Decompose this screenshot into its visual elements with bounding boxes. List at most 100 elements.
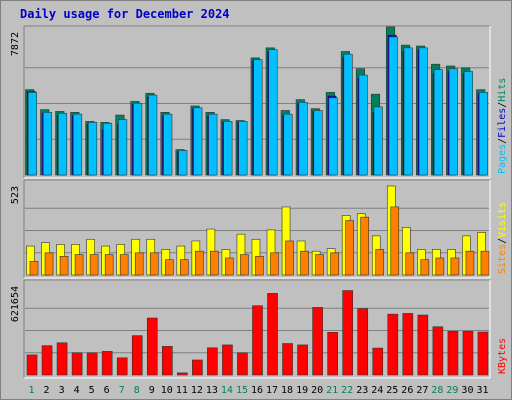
day-label: 18 bbox=[281, 385, 293, 396]
panel-max-label: 523 bbox=[10, 186, 21, 204]
bar-pages bbox=[298, 102, 308, 176]
bars-kbytes bbox=[26, 290, 489, 376]
bar-sites bbox=[285, 240, 294, 276]
day-label: 27 bbox=[416, 385, 428, 396]
bars-sites-visits bbox=[26, 185, 490, 276]
bar-kbytes bbox=[372, 347, 384, 376]
panel-legend: Sites/Visits bbox=[497, 202, 508, 274]
bar-kbytes bbox=[432, 326, 444, 376]
bar-pages bbox=[148, 94, 158, 176]
bar-pages bbox=[433, 69, 443, 176]
day-label: 8 bbox=[134, 385, 140, 396]
bar-pages bbox=[57, 112, 68, 176]
bar-kbytes bbox=[387, 313, 399, 376]
bar-kbytes bbox=[357, 308, 369, 376]
panel-sites-visits: 523 Sites/Visits bbox=[10, 179, 508, 279]
bar-kbytes bbox=[222, 344, 233, 376]
bar-pages bbox=[208, 113, 218, 176]
legend-entry: / bbox=[497, 102, 508, 108]
bar-kbytes bbox=[86, 352, 98, 376]
day-label: 2 bbox=[44, 385, 50, 396]
bar-sites bbox=[29, 261, 39, 276]
bar-kbytes bbox=[116, 357, 128, 376]
bar-kbytes bbox=[71, 352, 83, 376]
bars-pages-files-hits bbox=[25, 26, 488, 176]
day-label: 9 bbox=[149, 385, 155, 396]
bar-pages bbox=[88, 122, 98, 176]
day-label: 13 bbox=[206, 385, 218, 396]
bar-kbytes bbox=[297, 344, 308, 376]
bar-kbytes bbox=[282, 343, 293, 376]
bar-sites bbox=[59, 255, 69, 276]
bar-kbytes bbox=[41, 345, 53, 376]
day-label: 17 bbox=[266, 385, 278, 396]
day-label: 19 bbox=[296, 385, 308, 396]
day-label: 12 bbox=[191, 385, 203, 396]
bar-pages bbox=[283, 113, 293, 176]
bar-kbytes bbox=[207, 347, 218, 376]
day-label: 29 bbox=[446, 385, 458, 396]
legend-entry: / bbox=[497, 138, 508, 144]
panel-max-label: 7872 bbox=[10, 32, 21, 56]
day-label: 6 bbox=[104, 385, 110, 396]
day-label: 24 bbox=[371, 385, 383, 396]
bar-sites bbox=[420, 259, 430, 276]
bar-kbytes bbox=[161, 346, 173, 376]
bar-sites bbox=[104, 254, 114, 276]
bar-pages bbox=[253, 59, 263, 176]
bar-kbytes bbox=[56, 342, 68, 376]
legend-entry: Sites bbox=[497, 244, 508, 274]
bar-sites bbox=[330, 252, 339, 276]
chart-title: Daily usage for December 2024 bbox=[20, 7, 230, 21]
bar-pages bbox=[268, 49, 278, 176]
bar-pages bbox=[343, 53, 353, 176]
bar-pages bbox=[478, 92, 488, 176]
bar-sites bbox=[119, 254, 129, 276]
bar-sites bbox=[375, 249, 385, 276]
bar-sites bbox=[450, 257, 460, 276]
legend-entry: Pages bbox=[497, 144, 508, 174]
bar-kbytes bbox=[402, 313, 414, 376]
legend-entry: Files bbox=[497, 108, 508, 138]
day-label: 28 bbox=[431, 385, 443, 396]
bar-kbytes bbox=[312, 307, 323, 376]
legend-entry: / bbox=[497, 238, 508, 244]
day-label: 1 bbox=[29, 385, 35, 396]
day-label: 30 bbox=[461, 385, 473, 396]
bar-sites bbox=[405, 252, 415, 276]
bar-sites bbox=[345, 220, 354, 276]
bar-sites bbox=[225, 257, 234, 276]
bar-kbytes bbox=[26, 354, 38, 376]
bar-pages bbox=[328, 97, 338, 176]
bar-kbytes bbox=[462, 331, 474, 376]
bar-pages bbox=[133, 102, 143, 176]
bar-pages bbox=[103, 122, 113, 176]
bar-kbytes bbox=[252, 305, 263, 376]
day-label: 3 bbox=[59, 385, 65, 396]
bar-pages bbox=[238, 121, 248, 176]
bar-sites bbox=[255, 255, 264, 276]
day-label: 7 bbox=[119, 385, 125, 396]
bar-sites bbox=[180, 259, 189, 276]
day-label: 20 bbox=[311, 385, 323, 396]
day-label: 16 bbox=[251, 385, 263, 396]
bar-pages bbox=[72, 113, 83, 176]
panel-legend: Pages/Files/Hits bbox=[497, 78, 508, 174]
day-label: 10 bbox=[161, 385, 173, 396]
day-label: 11 bbox=[176, 385, 188, 396]
panel-max-label: 621654 bbox=[10, 286, 21, 322]
bar-sites bbox=[149, 252, 159, 276]
bar-kbytes bbox=[131, 335, 143, 376]
bar-sites bbox=[44, 252, 54, 276]
bar-pages bbox=[463, 71, 473, 176]
bar-kbytes bbox=[177, 372, 188, 376]
bar-pages bbox=[118, 119, 128, 176]
bar-pages bbox=[193, 107, 203, 176]
legend-entry: Visits bbox=[497, 202, 508, 238]
bar-sites bbox=[134, 252, 144, 276]
bar-pages bbox=[448, 68, 458, 176]
day-label: 25 bbox=[386, 385, 398, 396]
bar-sites bbox=[210, 250, 219, 276]
bar-pages bbox=[178, 150, 188, 176]
